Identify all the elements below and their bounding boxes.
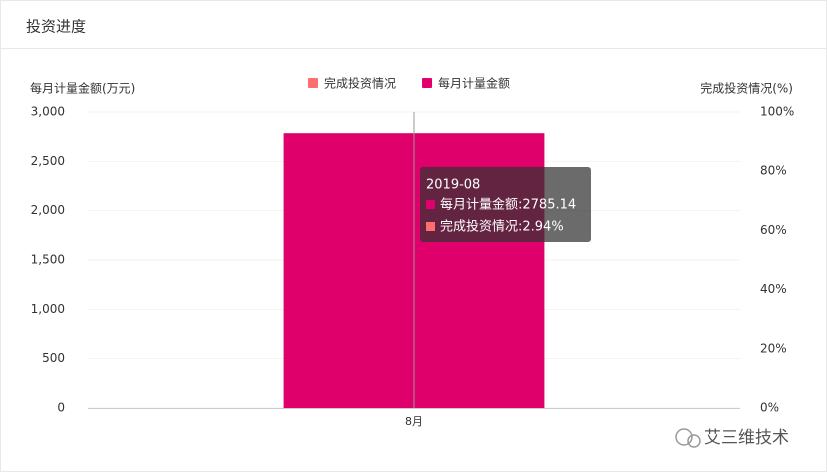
panel-title: 投资进度 [26, 18, 86, 36]
tooltip-title: 2019-08 [426, 178, 480, 193]
y-tick-label: 3,000 [31, 105, 65, 119]
y-tick-label: 0 [57, 401, 65, 415]
tooltip-swatch [426, 200, 435, 209]
y2-axis-label: 完成投资情况(%) [700, 81, 793, 96]
legend-swatch [422, 78, 433, 88]
watermark-text: 艾三维技术 [704, 428, 789, 448]
tooltip [420, 167, 591, 242]
tooltip-line: 每月计量金额:2785.14 [440, 197, 576, 213]
y2-tick-label: 0% [760, 401, 779, 415]
y-tick-label: 1,500 [31, 253, 65, 267]
y2-tick-label: 40% [760, 282, 787, 296]
y2-tick-label: 20% [760, 341, 787, 355]
y-tick-label: 1,000 [31, 302, 65, 316]
tooltip-line: 完成投资情况:2.94% [440, 219, 564, 235]
y-tick-label: 2,000 [31, 203, 65, 217]
x-tick-label: 8月 [405, 415, 423, 428]
legend-swatch [308, 78, 318, 88]
y2-tick-label: 100% [760, 105, 794, 119]
y-axis-label: 每月计量金额(万元) [30, 81, 135, 96]
tooltip-swatch [426, 222, 435, 231]
y-tick-label: 500 [42, 351, 65, 365]
y-tick-label: 2,500 [31, 154, 65, 168]
legend-label: 每月计量金额 [438, 76, 510, 91]
watermark: 艾三维技术 [675, 428, 789, 448]
y2-tick-label: 80% [760, 164, 787, 178]
y2-tick-label: 60% [760, 223, 787, 237]
legend-label: 完成投资情况 [324, 76, 396, 91]
